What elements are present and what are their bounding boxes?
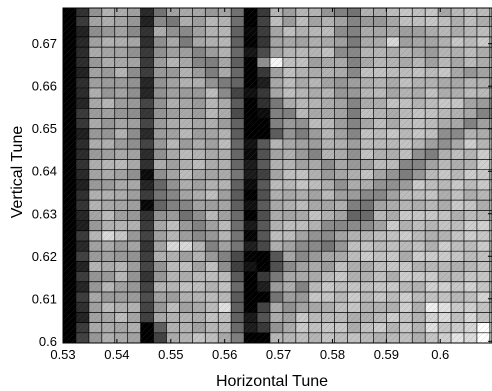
cell-grid (63, 8, 492, 343)
y-axis-ticks: 0.6 0.61 0.62 0.63 0.64 0.65 0.66 0.67 (32, 36, 492, 349)
y-tick-label: 0.61 (32, 291, 57, 306)
x-tick-label: 0.58 (320, 347, 345, 362)
y-tick-label: 0.64 (32, 164, 57, 179)
y-axis-title: Vertical Tune (9, 126, 26, 219)
y-tick-label: 0.62 (32, 249, 57, 264)
y-tick-label: 0.66 (32, 79, 57, 94)
x-axis-title: Horizontal Tune (216, 373, 328, 390)
y-tick-label: 0.65 (32, 121, 57, 136)
x-tick-label: 0.54 (104, 347, 129, 362)
plot-frame (62, 7, 492, 344)
hatching-overlay (63, 8, 492, 343)
x-tick-label: 0.6 (431, 347, 449, 362)
y-tick-label: 0.6 (39, 334, 57, 349)
y-tick-label: 0.67 (32, 36, 57, 51)
plot-area (63, 8, 492, 343)
y-tick-label: 0.63 (32, 206, 57, 221)
x-tick-label: 0.59 (374, 347, 399, 362)
x-tick-label: 0.53 (50, 347, 75, 362)
x-tick-label: 0.57 (266, 347, 291, 362)
x-axis-ticks: 0.53 0.54 0.55 0.56 0.57 0.58 0.59 0.6 (50, 8, 449, 362)
x-tick-label: 0.55 (158, 347, 183, 362)
x-tick-label: 0.56 (212, 347, 237, 362)
